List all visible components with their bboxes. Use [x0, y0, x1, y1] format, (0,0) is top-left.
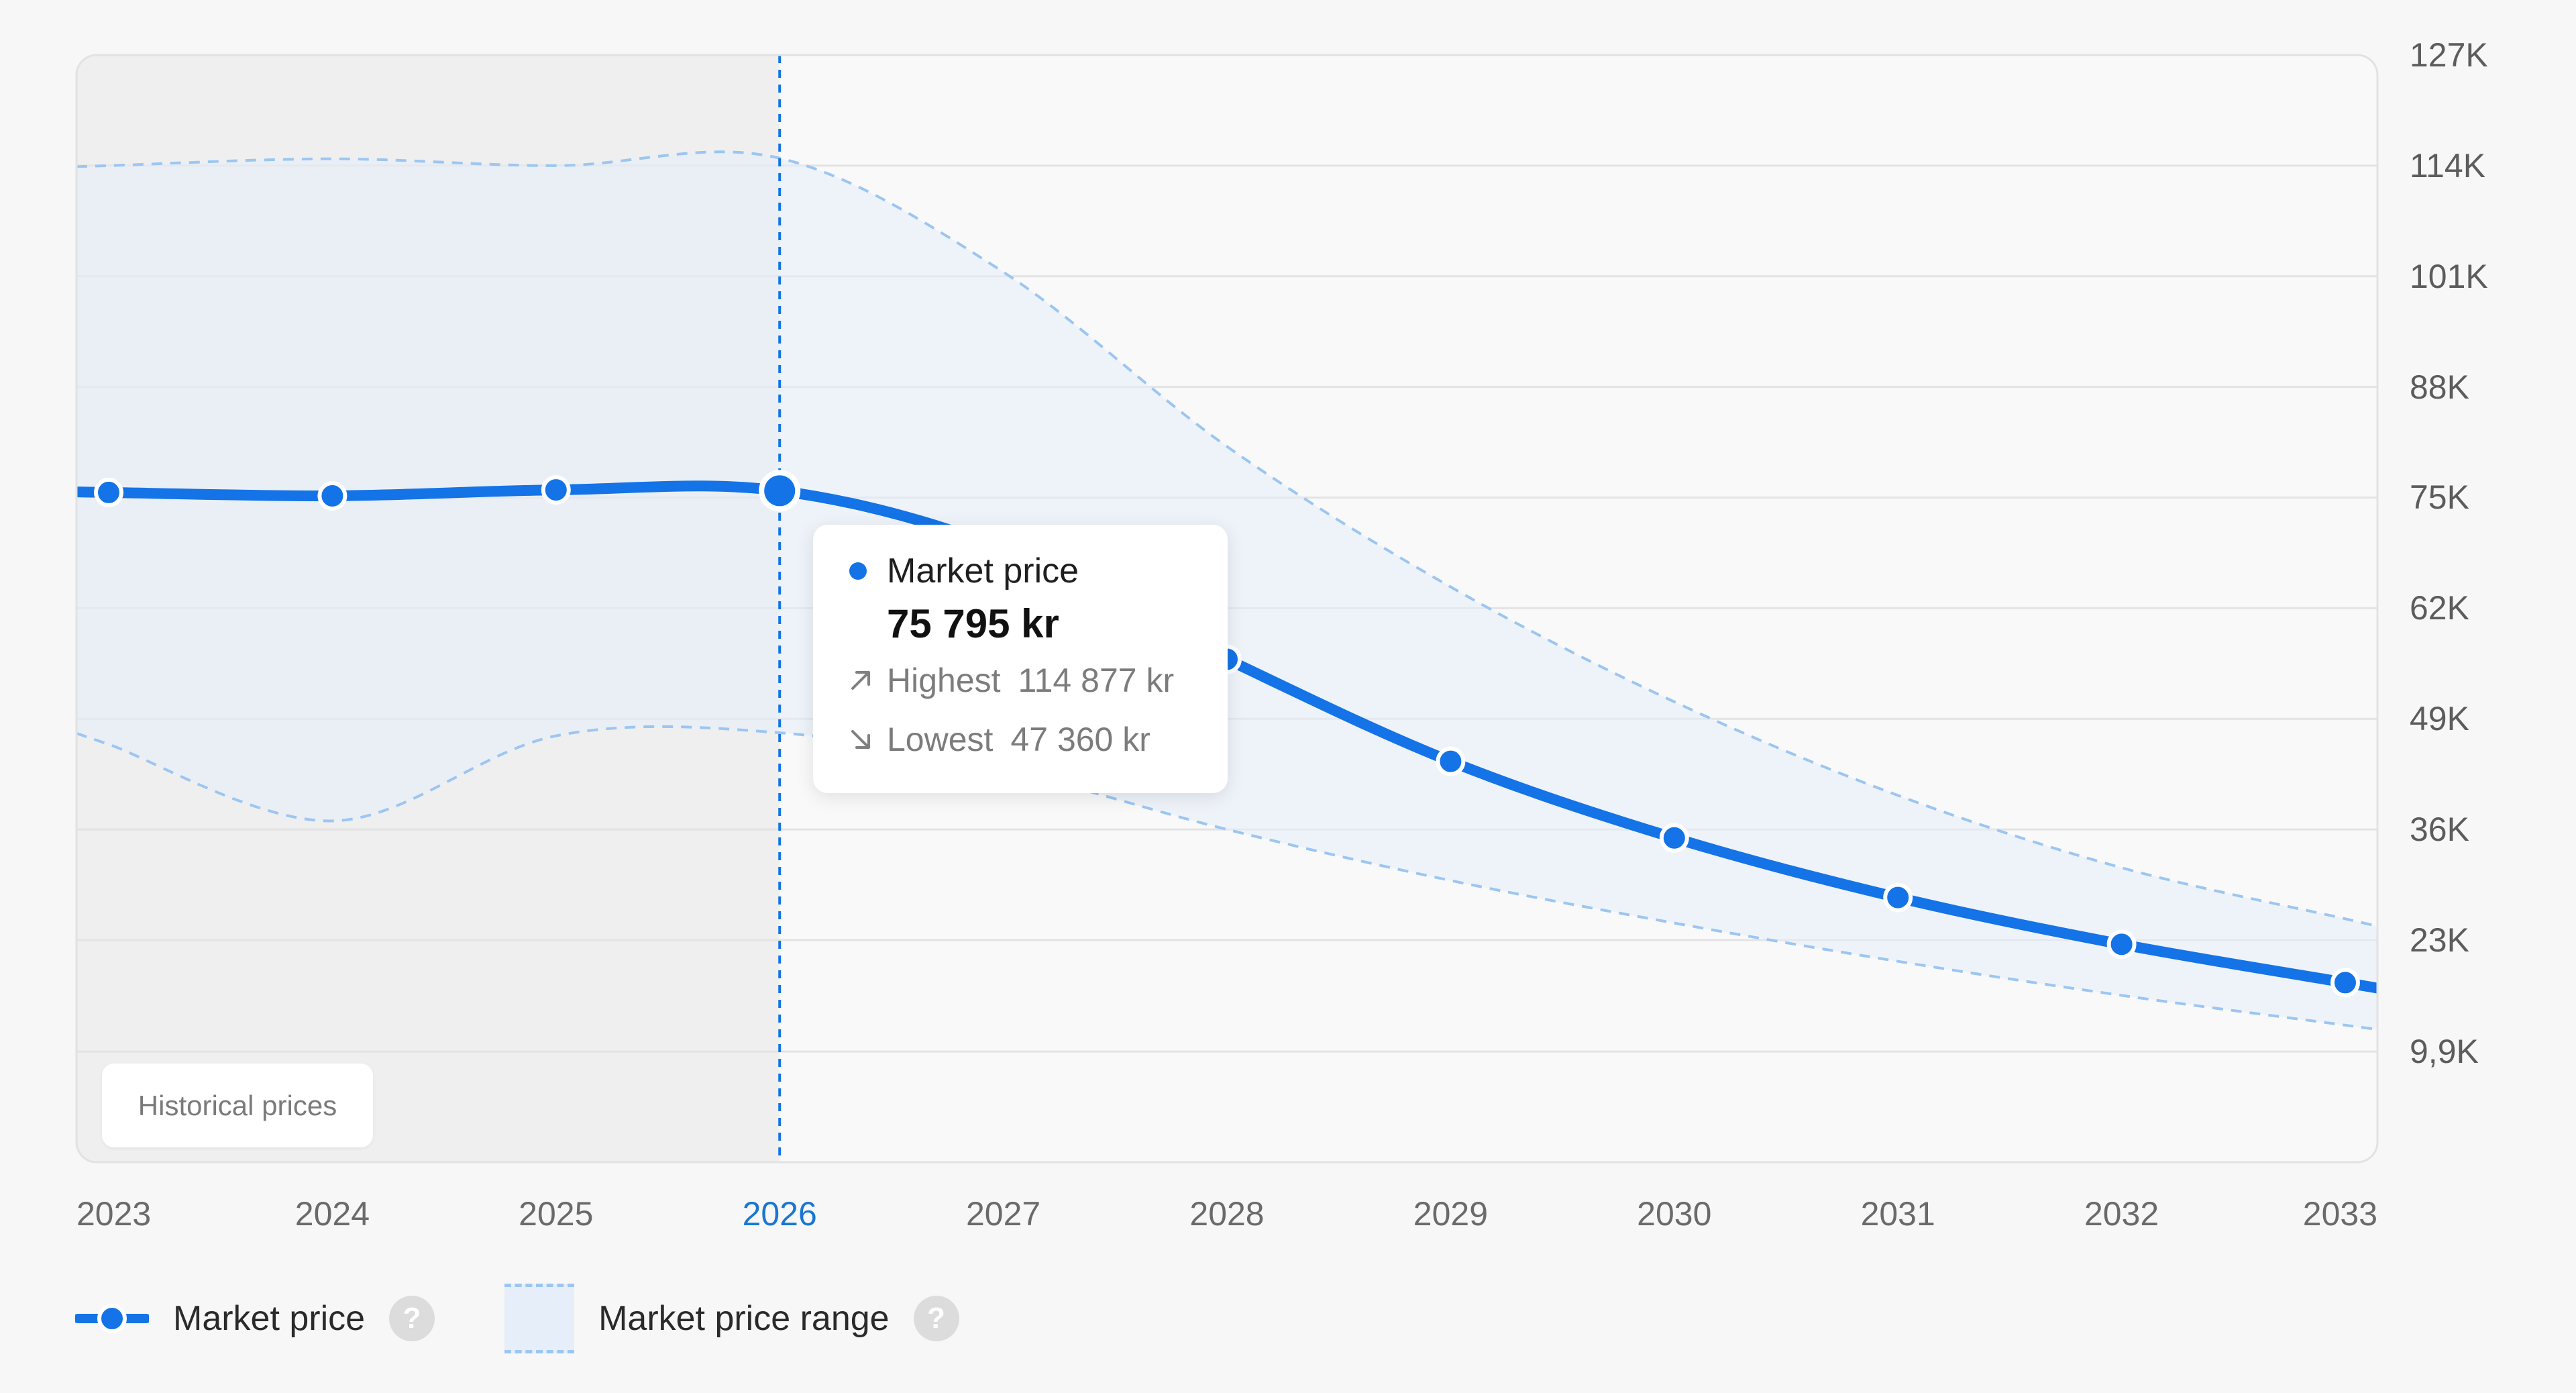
- x-tick-label[interactable]: 2032: [2084, 1195, 2159, 1233]
- market-price-point[interactable]: [2106, 929, 2137, 960]
- market-price-point[interactable]: [2330, 968, 2360, 998]
- legend-market-price-range-label: Market price range: [598, 1299, 890, 1338]
- market-price-point[interactable]: [759, 470, 801, 512]
- arrow-down-right-icon: [849, 728, 887, 751]
- y-tick-label: 114K: [2410, 146, 2486, 185]
- y-tick-label: 88K: [2410, 368, 2469, 406]
- y-tick-label: 101K: [2410, 257, 2488, 295]
- x-tick-label[interactable]: 2028: [1189, 1195, 1265, 1233]
- tooltip-lowest-value: 47 360 kr: [1010, 721, 1150, 758]
- y-tick-label: 127K: [2410, 36, 2488, 74]
- x-tick-label[interactable]: 2029: [1413, 1195, 1489, 1233]
- x-tick-label[interactable]: 2026: [742, 1195, 817, 1233]
- market-price-point[interactable]: [1659, 823, 1689, 853]
- tooltip-value: 75 795 kr: [887, 601, 1059, 646]
- tooltip-highest-label: Highest: [887, 662, 1001, 699]
- tooltip-lowest-label: Lowest: [887, 721, 994, 758]
- tooltip-highest-value: 114 877 kr: [1018, 662, 1175, 699]
- market-price-point[interactable]: [1436, 746, 1466, 776]
- arrow-up-right-icon: [849, 669, 887, 692]
- y-tick-label: 36K: [2410, 811, 2469, 849]
- x-tick-label[interactable]: 2027: [965, 1195, 1041, 1233]
- x-tick-label[interactable]: 2033: [2302, 1195, 2377, 1233]
- market-price-range-lower-line: [76, 725, 2377, 1031]
- historical-prices-badge: Historical prices: [102, 1064, 373, 1147]
- x-tick-label[interactable]: 2030: [1637, 1195, 1712, 1233]
- tooltip-lowest: Lowest 47 360 kr: [849, 710, 1228, 769]
- market-price-line-icon: [75, 1304, 149, 1333]
- legend: Market price ? Market price range ?: [75, 1282, 1029, 1355]
- y-tick-label: 23K: [2410, 921, 2469, 959]
- legend-item-market-price-range[interactable]: Market price range ?: [504, 1284, 959, 1353]
- y-tick-label: 75K: [2410, 478, 2469, 517]
- legend-market-price-label: Market price: [173, 1299, 366, 1338]
- tooltip: Market price 75 795 kr Highest 114 877 k…: [813, 525, 1228, 793]
- tooltip-highest: Highest 114 877 kr: [849, 651, 1228, 710]
- market-price-range-swatch-icon: [504, 1284, 575, 1353]
- y-tick-label: 49K: [2410, 700, 2469, 738]
- legend-item-market-price[interactable]: Market price ?: [75, 1296, 435, 1341]
- market-price-point[interactable]: [541, 475, 571, 505]
- question-mark-icon[interactable]: ?: [913, 1296, 959, 1341]
- x-tick-label[interactable]: 2025: [519, 1195, 594, 1233]
- market-price-range-upper-line: [76, 150, 2377, 928]
- plot-border: [75, 54, 2379, 1164]
- market-price-point[interactable]: [94, 477, 123, 507]
- market-price-point[interactable]: [1883, 882, 1913, 913]
- y-tick-label: 9,9K: [2410, 1033, 2479, 1071]
- market-price-dot-icon: [849, 562, 867, 580]
- market-price-point[interactable]: [317, 480, 347, 511]
- y-tick-label: 62K: [2410, 589, 2469, 627]
- tooltip-series-label: Market price: [887, 552, 1079, 590]
- x-tick-label[interactable]: 2023: [76, 1195, 152, 1233]
- x-tick-label[interactable]: 2031: [1860, 1195, 1935, 1233]
- x-tick-label[interactable]: 2024: [294, 1195, 370, 1233]
- tooltip-series: Market price: [849, 549, 1228, 593]
- question-mark-icon[interactable]: ?: [389, 1296, 435, 1341]
- historical-prices-label: Historical prices: [138, 1089, 337, 1121]
